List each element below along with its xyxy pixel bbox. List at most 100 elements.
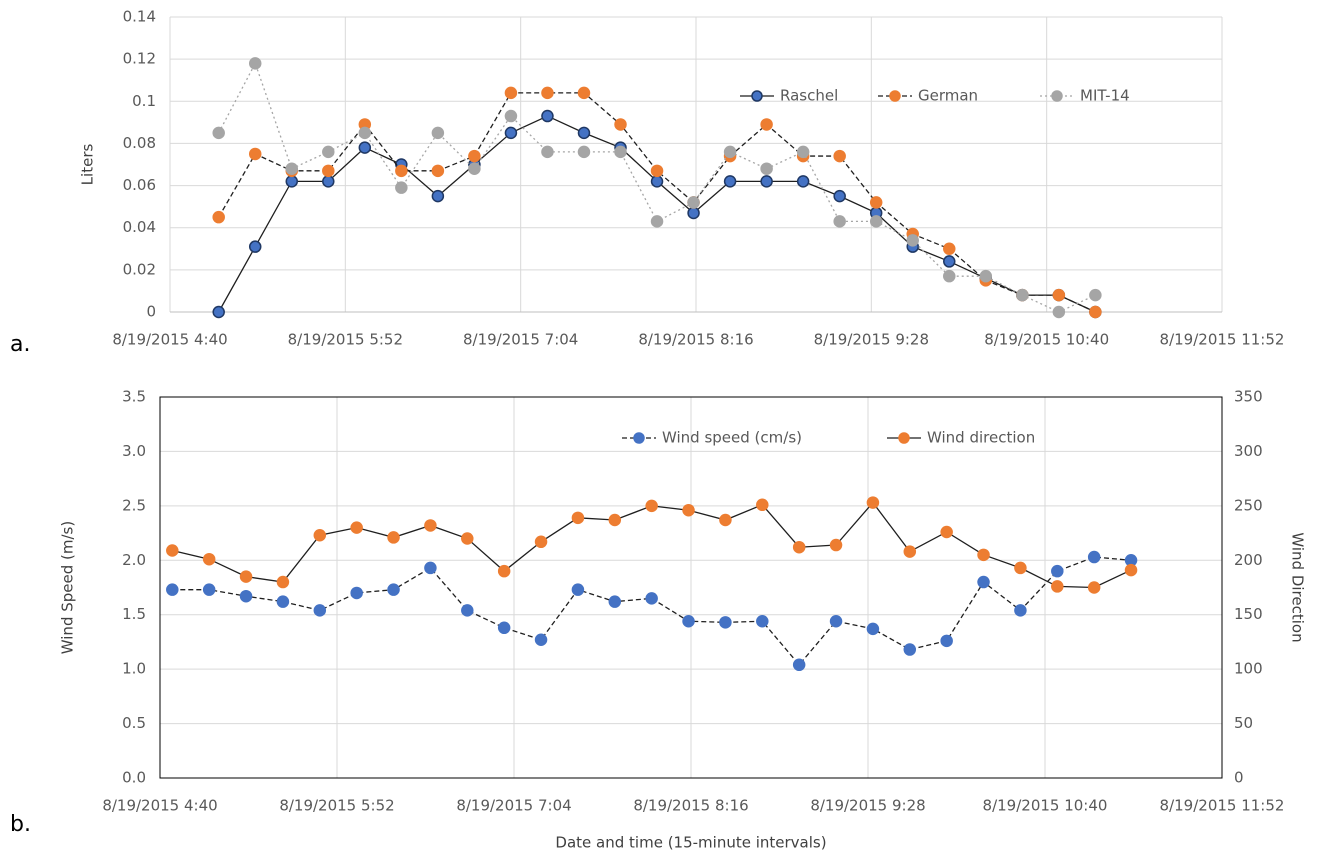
x-tick-label: 8/19/2015 5:52 xyxy=(279,797,394,815)
panel-label: a. xyxy=(10,332,30,357)
y-tick-label: 2.0 xyxy=(122,551,146,569)
x-tick-label: 8/19/2015 5:52 xyxy=(288,331,403,349)
data-point xyxy=(756,498,769,512)
y2-tick-label: 150 xyxy=(1234,605,1263,623)
data-point xyxy=(395,164,408,178)
data-point xyxy=(1052,305,1066,319)
data-point xyxy=(943,242,956,256)
x-tick-label: 8/19/2015 11:52 xyxy=(1160,797,1285,815)
data-point xyxy=(682,614,695,628)
data-point xyxy=(577,86,591,100)
data-point xyxy=(943,255,956,268)
x-tick-label: 8/19/2015 7:04 xyxy=(463,331,578,349)
legend-marker xyxy=(751,90,763,102)
data-point xyxy=(248,57,262,70)
data-point xyxy=(276,595,290,608)
data-point xyxy=(212,305,225,319)
data-point xyxy=(424,561,437,575)
data-point xyxy=(248,147,262,161)
data-point xyxy=(248,240,262,253)
y2-axis-label: Wind Direction xyxy=(1289,532,1307,642)
data-point xyxy=(792,540,806,554)
x-tick-label: 8/19/2015 9:28 xyxy=(810,797,925,815)
y2-tick-label: 100 xyxy=(1234,660,1263,678)
data-point xyxy=(497,621,511,635)
legend-marker xyxy=(1051,90,1063,102)
y2-tick-label: 0 xyxy=(1234,769,1244,787)
y-tick-label: 0.06 xyxy=(123,176,156,194)
data-point xyxy=(431,189,445,203)
data-point xyxy=(577,145,591,159)
data-point xyxy=(608,513,622,527)
y2-tick-label: 250 xyxy=(1234,496,1263,514)
y2-tick-label: 50 xyxy=(1234,714,1253,732)
data-point xyxy=(534,535,548,549)
x-tick-label: 8/19/2015 10:40 xyxy=(983,797,1108,815)
y-tick-label: 1.5 xyxy=(122,605,146,623)
data-point xyxy=(387,583,400,596)
data-point xyxy=(829,614,843,628)
data-point xyxy=(424,519,437,532)
x-tick-label: 8/19/2015 7:04 xyxy=(456,797,571,815)
data-point xyxy=(322,145,335,159)
y-tick-label: 0.08 xyxy=(123,134,156,152)
data-point xyxy=(285,175,299,188)
data-point xyxy=(650,175,664,188)
data-point xyxy=(1014,604,1027,617)
data-point xyxy=(350,521,363,534)
data-point xyxy=(358,141,372,154)
data-point xyxy=(723,175,737,188)
data-point xyxy=(829,538,843,552)
y-tick-label: 2.5 xyxy=(122,496,146,514)
legend-marker xyxy=(889,90,901,102)
x-tick-label: 8/19/2015 4:40 xyxy=(112,331,227,349)
plot-border xyxy=(159,396,1223,779)
data-point xyxy=(1051,564,1064,578)
data-point xyxy=(977,548,990,562)
data-point xyxy=(977,575,990,589)
y-axis-label: Wind Speed (m/s) xyxy=(59,521,77,654)
y-tick-label: 3.0 xyxy=(122,442,146,460)
data-point xyxy=(833,149,846,163)
data-point xyxy=(387,531,400,544)
data-point xyxy=(866,622,880,636)
y-tick-label: 0.02 xyxy=(123,260,156,278)
legend-label: German xyxy=(918,87,978,105)
data-point xyxy=(461,604,474,617)
data-point xyxy=(395,181,408,194)
data-point xyxy=(431,164,445,178)
data-point xyxy=(212,126,225,140)
y-tick-label: 0.0 xyxy=(122,769,146,787)
data-point xyxy=(1087,550,1101,564)
x-tick-label: 8/19/2015 11:52 xyxy=(1160,331,1285,349)
data-point xyxy=(833,189,846,203)
data-point xyxy=(322,164,335,178)
data-point xyxy=(431,126,445,140)
data-point xyxy=(614,145,627,159)
data-point xyxy=(322,175,335,188)
data-point xyxy=(1051,580,1064,593)
data-point xyxy=(504,109,518,123)
data-point xyxy=(979,269,993,283)
y-axis-label: Liters xyxy=(79,144,97,186)
legend-label: Raschel xyxy=(780,87,838,105)
x-tick-label: 8/19/2015 8:16 xyxy=(638,331,753,349)
y-tick-label: 3.5 xyxy=(122,388,146,406)
data-point xyxy=(166,583,179,596)
data-point xyxy=(760,162,773,175)
data-point xyxy=(1087,581,1101,594)
data-point xyxy=(1089,305,1102,319)
data-point xyxy=(1089,288,1102,302)
data-point xyxy=(833,215,846,228)
data-point xyxy=(796,145,810,159)
data-point xyxy=(1014,561,1027,575)
data-point xyxy=(202,583,216,596)
data-point xyxy=(541,109,554,123)
legend-label: Wind direction xyxy=(927,429,1035,447)
data-point xyxy=(461,532,474,545)
data-point xyxy=(504,86,518,100)
data-point xyxy=(202,552,216,566)
data-point xyxy=(571,511,585,525)
y-tick-label: 0.1 xyxy=(132,92,156,110)
